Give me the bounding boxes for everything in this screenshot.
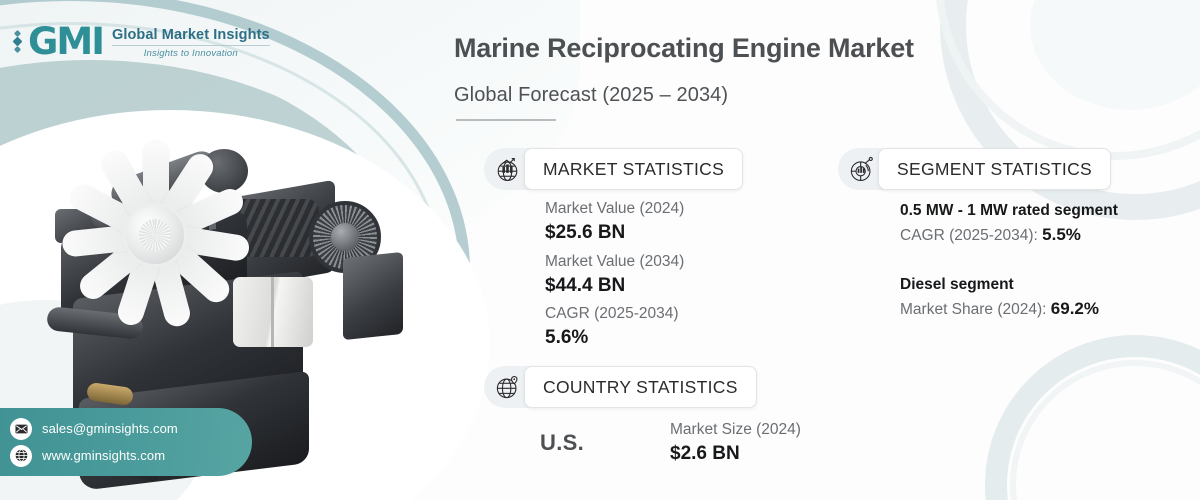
country-metric-label: Market Size (2024) — [670, 421, 801, 438]
country-metric-value: $2.6 BN — [670, 442, 740, 464]
market-value-2024-label: Market Value (2024) — [545, 200, 685, 217]
page-title: Marine Reciprocating Engine Market — [454, 33, 914, 63]
contact-email-row[interactable]: sales@gminsights.com — [10, 417, 252, 440]
background-soft-blob-top-right — [1030, 0, 1200, 110]
globe-pin-icon — [484, 366, 530, 408]
logo-initials: GMI — [28, 20, 105, 63]
country-statistics-values: U.S. Market Size (2024) $2.6 BN — [540, 420, 801, 473]
contact-website-row[interactable]: www.gminsights.com — [10, 444, 252, 467]
donut-chart-arrow-icon — [838, 148, 884, 190]
segment-1-metric-value: 5.5% — [1042, 225, 1081, 245]
envelope-icon — [10, 417, 32, 440]
segment-1-metric: CAGR (2025-2034): 5.5% — [900, 222, 1118, 248]
contact-website-text: www.gminsights.com — [42, 448, 166, 463]
fan-hub-center — [139, 219, 171, 251]
segment-2-metric: Market Share (2024): 69.2% — [900, 296, 1118, 322]
contact-email-text: sales@gminsights.com — [42, 421, 178, 436]
segment-2-title: Diesel segment — [900, 275, 1014, 293]
contact-bar: sales@gminsights.com www.gminsights.com — [0, 408, 252, 476]
market-value-2034-label: Market Value (2034) — [545, 252, 685, 270]
background-ring-bottom-right-thin — [1010, 360, 1200, 500]
segment-2-metric-value: 69.2% — [1050, 299, 1099, 319]
segment-statistics-values: 0.5 MW - 1 MW rated segment CAGR (2025-2… — [900, 200, 1118, 322]
engine-cooling-fan — [55, 135, 255, 335]
logo-tagline: Insights to Innovation — [143, 47, 238, 59]
market-cagr-label: CAGR (2025-2034) — [545, 305, 679, 323]
engine-filter-divider — [271, 277, 274, 347]
engine-alternator-hub — [331, 223, 359, 251]
globe-bar-chart-icon — [484, 148, 530, 190]
engine-right-housing — [343, 251, 403, 341]
market-value-2034-value: $44.4 BN — [545, 274, 626, 296]
logo-divider — [111, 44, 270, 46]
segment-spacer — [900, 248, 1118, 274]
country-statistics-label: COUNTRY STATISTICS — [524, 366, 757, 408]
market-statistics-header: MARKET STATISTICS — [484, 148, 744, 190]
country-statistics-header: COUNTRY STATISTICS — [484, 366, 757, 408]
background-ring-bottom-right — [985, 335, 1200, 500]
country-metric: Market Size (2024) $2.6 BN — [670, 420, 801, 473]
market-cagr-value: 5.6% — [545, 327, 589, 349]
logo-company-name: Global Market Insights — [111, 26, 270, 43]
market-statistics-label: MARKET STATISTICS — [524, 148, 744, 190]
globe-icon — [10, 444, 32, 467]
segment-1-metric-label: CAGR (2025-2034): — [900, 227, 1038, 245]
marine-engine-image — [46, 135, 405, 492]
page-subtitle: Global Forecast (2025 – 2034) — [454, 84, 729, 106]
background-ring-top-right-thin — [935, 0, 1200, 160]
segment-2-metric-label: Market Share (2024): — [900, 301, 1047, 319]
gmi-logo[interactable]: GMI Global Market Insights Insights to I… — [12, 20, 270, 63]
segment-statistics-header: SEGMENT STATISTICS — [838, 148, 1112, 190]
segment-statistics-label: SEGMENT STATISTICS — [878, 148, 1112, 190]
market-value-2024-value: $25.6 BN — [545, 221, 626, 243]
country-name: U.S. — [540, 430, 584, 455]
logo-diamond-icon — [12, 30, 23, 54]
title-divider — [456, 119, 556, 121]
segment-1-title: 0.5 MW - 1 MW rated segment — [900, 202, 1118, 219]
market-statistics-values: Market Value (2024) $25.6 BN Market Valu… — [545, 199, 684, 357]
